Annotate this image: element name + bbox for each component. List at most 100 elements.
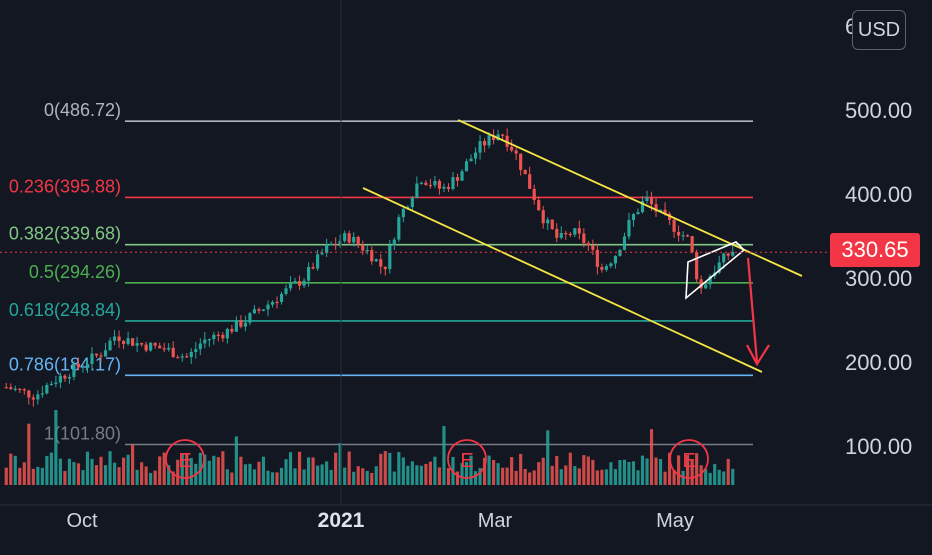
volume-bar [609,462,613,485]
x-tick-label: Oct [66,510,98,532]
volume-bar [4,467,8,485]
volume-bar [677,455,681,485]
volume-bar [140,462,144,485]
candle-body [492,135,496,141]
candle-body [469,158,473,162]
volume-bar [704,469,708,485]
y-tick-label: 500.00 [845,98,912,123]
volume-bar [135,469,139,485]
candle-body [726,253,730,256]
volume-bar [555,456,559,485]
candle-body [185,356,189,358]
candle-body [207,339,211,341]
volume-bar [401,457,405,485]
candle-body [288,283,293,289]
volume-bar [510,457,514,485]
candle-body [731,251,735,256]
volume-bar [388,452,392,485]
volume-bar [464,462,469,485]
candle-body [695,251,699,280]
candle-body [198,343,202,350]
volume-bar [442,425,446,485]
volume-bar [649,429,654,485]
volume-bar [54,410,58,485]
volume-bar [654,457,658,485]
candle-body [699,279,703,289]
volume-bar [708,472,712,485]
wedge-pattern [685,241,746,300]
candle-body [519,153,523,170]
volume-bar [383,451,387,485]
candle-body [131,338,135,346]
volume-bar [185,453,189,485]
volume-bar [234,436,238,485]
candle-body [677,231,681,236]
candle-body [559,233,563,238]
volume-bar [582,455,586,485]
volume-bar [717,469,721,485]
volume-bar [397,452,401,485]
candle-body [171,347,175,358]
candle-body [455,177,460,181]
volume-bar [63,471,67,485]
volume-bar [699,465,703,485]
candle-body [234,320,238,332]
volume-bar [307,457,311,485]
volume-bar [297,451,302,485]
volume-bar [275,472,279,485]
candle-body [568,233,572,236]
volume-bar [266,470,270,485]
candles [4,128,735,407]
candle-body [307,267,311,281]
volume-bar [528,472,532,485]
candle-body [257,309,261,311]
volume-bar [212,455,216,485]
volume-bar [356,466,360,485]
candle-body [627,219,631,237]
volume-bar [392,471,396,485]
volume-bar [618,460,622,485]
volume-bar [171,471,175,485]
candle-body [221,334,225,339]
candle-body [284,288,288,294]
candle-body [528,174,532,189]
volume-bar [370,472,374,485]
volume-bar [293,468,297,485]
volume-bar [329,469,333,485]
candle-body [622,236,627,250]
candle-body [501,134,505,136]
projection-arrow-head [746,344,770,367]
candle-body [686,235,690,237]
candle-body [140,343,144,345]
current-price-tag: 330.65 [830,233,920,267]
volume-bar [316,465,320,485]
candle-body [663,209,667,214]
candle-body [99,355,103,357]
volume-bar [325,461,329,485]
candle-body [329,244,333,246]
candle-body [379,259,383,267]
volume-bar [112,462,117,485]
currency-button[interactable]: USD [852,10,906,50]
volume-bar [94,465,99,485]
candle-body [4,387,8,389]
volume-bar [419,465,423,485]
candle-body [370,250,374,262]
candle-body [722,253,726,263]
volume-bar [176,459,180,485]
candle-body [361,244,365,251]
candle-body [162,348,166,350]
candle-body [18,388,22,390]
candle-body [708,276,712,285]
candle-body [203,339,207,344]
volume-bar [158,456,162,485]
candle-body [410,197,414,208]
candle-body [595,249,599,267]
candle-body [640,201,645,213]
candle-body [631,214,636,220]
y-tick-label: 300.00 [845,266,912,291]
volume-bar [9,453,13,485]
candle-body [194,349,198,352]
